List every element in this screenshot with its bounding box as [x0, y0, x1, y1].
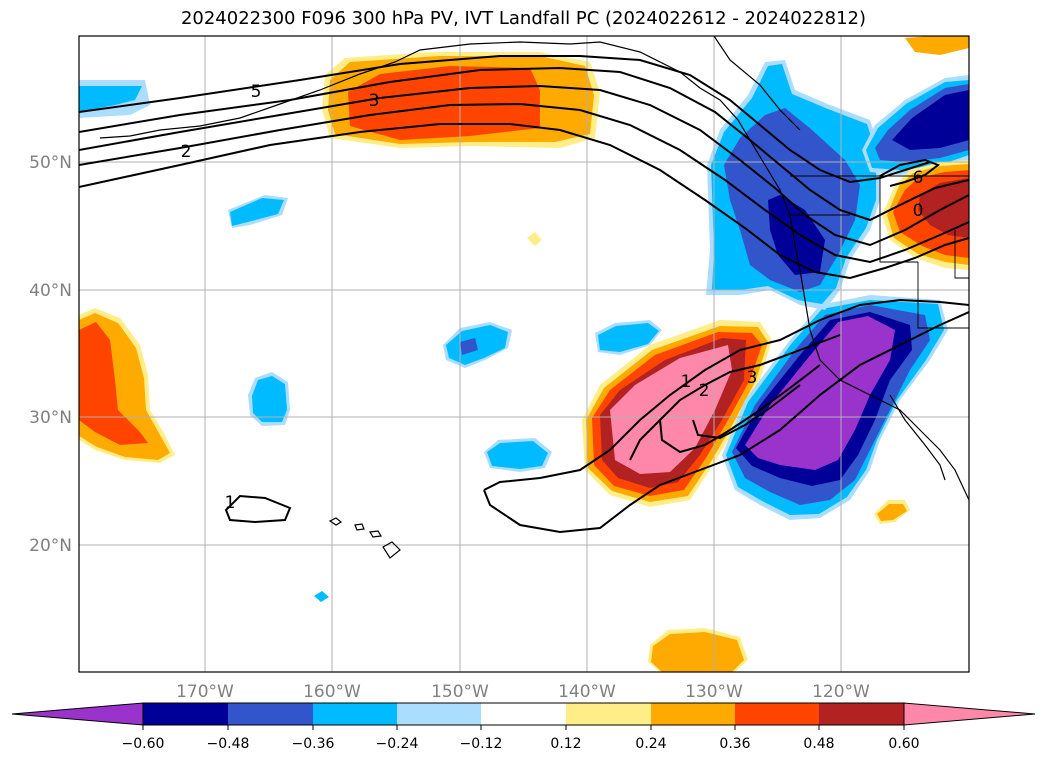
- colorbar-segment: [397, 703, 481, 725]
- graticule: [79, 36, 969, 672]
- colorbar-segment: [566, 703, 651, 725]
- colorbar-tick-label: 0.60: [888, 736, 919, 752]
- coastlines: [99, 36, 969, 559]
- anomaly-south-positive: [648, 500, 910, 672]
- contour-label: 1: [225, 493, 236, 513]
- anomaly-west-positive: [79, 308, 175, 463]
- anomaly-gulf-alaska-positive: [322, 52, 600, 148]
- colorbar-tick-label: −0.12: [460, 736, 503, 752]
- lat-label: 30°N: [29, 408, 72, 428]
- colorbar-segment: [819, 703, 904, 725]
- lat-label: 50°N: [29, 153, 72, 173]
- contour-label: 1: [681, 372, 692, 392]
- colorbar: −0.60 −0.48 −0.36 −0.24 −0.12 0.12 0.24 …: [11, 702, 1036, 752]
- contour-label: 2: [181, 142, 192, 162]
- colorbar-segment: [143, 703, 228, 725]
- colorbar-left-extension: [11, 702, 144, 726]
- colorbar-tick-label: −0.24: [376, 736, 419, 752]
- anomaly-ne-positive: [882, 36, 969, 270]
- longitude-labels: 170°W 160°W 150°W 140°W 130°W 120°W: [176, 682, 870, 702]
- colorbar-segment: [228, 703, 313, 725]
- lon-label: 140°W: [558, 682, 616, 702]
- colorbar-segment: [313, 703, 397, 725]
- colorbar-tick-label: 0.24: [635, 736, 666, 752]
- colorbar-tick-label: 0.36: [719, 736, 750, 752]
- colorbar-segment: [735, 703, 819, 725]
- lon-label: 160°W: [303, 682, 361, 702]
- map-frame: [78, 35, 970, 673]
- colorbar-tick-label: 0.48: [803, 736, 834, 752]
- pv-contours: [79, 55, 969, 534]
- colorbar-tick-label: −0.48: [207, 736, 250, 752]
- contour-label: 3: [369, 91, 380, 111]
- lat-label: 20°N: [29, 536, 72, 556]
- lon-label: 120°W: [812, 682, 870, 702]
- lat-label: 40°N: [29, 281, 72, 301]
- colorbar-segment: [481, 703, 566, 725]
- colorbar-tick-label: −0.36: [292, 736, 335, 752]
- colorbar-segment: [651, 703, 735, 725]
- contour-label: 0: [913, 201, 924, 221]
- lon-label: 130°W: [685, 682, 743, 702]
- contour-label: 3: [747, 368, 758, 388]
- contour-labels: 5 3 2 1 2 3 1 6 0: [181, 82, 924, 513]
- latitude-labels: 50°N 40°N 30°N 20°N: [29, 153, 72, 556]
- contour-label: 6: [913, 168, 924, 188]
- lon-label: 150°W: [431, 682, 489, 702]
- map-canvas: 5 3 2 1 2 3 1 6 0: [79, 36, 969, 672]
- contour-label: 2: [699, 381, 710, 401]
- map-title: 2024022300 F096 300 hPa PV, IVT Landfall…: [180, 8, 867, 29]
- colorbar-frame: [142, 702, 905, 726]
- colorbar-tick-label: 0.12: [550, 736, 581, 752]
- colorbar-ticks: [142, 725, 905, 730]
- contour-label: 5: [251, 82, 262, 102]
- anomaly-nw-negative: [79, 80, 150, 118]
- colorbar-tick-label: −0.60: [122, 736, 165, 752]
- colorbar-right-extension: [903, 702, 1036, 726]
- lon-label: 170°W: [176, 682, 234, 702]
- anomaly-ne-negative: [862, 75, 969, 175]
